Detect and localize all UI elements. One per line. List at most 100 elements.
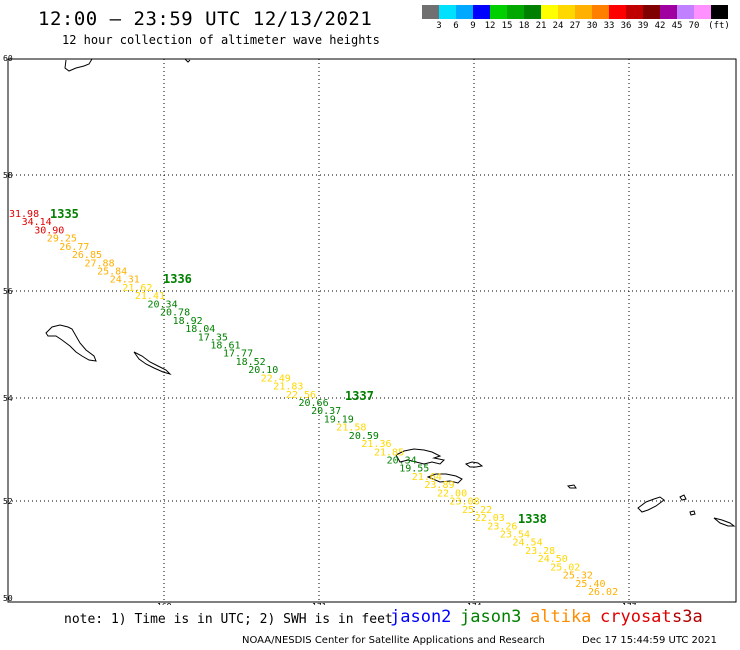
color-scale-label: 39 xyxy=(637,21,649,31)
lat-label: 60 xyxy=(3,54,13,63)
island-agattu xyxy=(426,473,463,484)
wave-height-label: 24.50 xyxy=(538,554,568,565)
wave-height-label: 22.03 xyxy=(475,513,505,524)
coastlines xyxy=(45,58,736,527)
generation-timestamp: Dec 17 15:44:59 UTC 2021 xyxy=(582,635,717,646)
wave-height-label: 17.77 xyxy=(223,349,253,360)
island-small-5 xyxy=(713,517,736,527)
color-swatch xyxy=(558,5,575,19)
wave-height-label: 21.85 xyxy=(374,447,404,458)
credit-line: NOAA/NESDIS Center for Satellite Applica… xyxy=(242,635,545,646)
color-swatch xyxy=(524,5,541,19)
island-small-3 xyxy=(679,494,687,501)
island-kiska xyxy=(637,496,665,513)
wave-height-label: 26.77 xyxy=(59,242,89,253)
lon-label: 165 xyxy=(2,604,17,605)
lat-label: 58 xyxy=(3,171,13,180)
wave-height-label: 20.66 xyxy=(299,398,329,409)
color-swatch xyxy=(626,5,643,19)
wave-height-label: 20.10 xyxy=(248,365,278,376)
wave-height-label: 25.40 xyxy=(575,579,605,590)
color-scale-label: 33 xyxy=(603,21,615,31)
lon-labels: 165 168 171 174 177 xyxy=(2,602,637,605)
wave-height-label: 18.52 xyxy=(236,357,266,368)
island-attu xyxy=(395,448,446,465)
lon-label: 168 xyxy=(157,602,172,605)
legend-jason3: jason3 xyxy=(460,607,522,627)
wave-height-label: 23.28 xyxy=(525,546,555,557)
legend-s3a: s3a xyxy=(672,607,703,627)
wave-height-label: 25.32 xyxy=(563,571,593,582)
wave-height-label: 21.36 xyxy=(361,439,391,450)
lat-label: 54 xyxy=(3,394,13,403)
wave-height-label: 29.25 xyxy=(47,234,77,245)
wave-height-label: 24.31 xyxy=(110,275,140,286)
map-title: 12:00 – 23:59 UTC 12/13/2021 xyxy=(38,8,373,30)
color-swatch xyxy=(541,5,558,19)
color-swatch xyxy=(439,5,456,19)
wave-height-label: 18.04 xyxy=(185,324,215,335)
color-scale-label: 45 xyxy=(671,21,683,31)
wave-height-label: 23.08 xyxy=(450,497,480,508)
wave-height-label: 26.85 xyxy=(72,250,102,261)
lat-lon-grid xyxy=(8,59,736,602)
wave-height-label: 22.00 xyxy=(437,488,467,499)
color-scale-label: 18 xyxy=(518,21,530,31)
pass-number-label: 1335 xyxy=(50,207,79,221)
color-swatch xyxy=(490,5,507,19)
wave-height-label: 26.02 xyxy=(588,587,618,598)
lat-labels: 60 58 56 54 52 50 xyxy=(3,54,13,603)
color-swatch xyxy=(456,5,473,19)
wave-height-label: 21.58 xyxy=(336,423,366,434)
color-scale-label: (ft) xyxy=(708,21,730,31)
wave-height-label: 21.41 xyxy=(135,291,165,302)
lat-label: 52 xyxy=(3,497,13,506)
lon-label: 171 xyxy=(312,602,327,605)
wave-height-label: 25.02 xyxy=(550,562,580,573)
wave-height-label: 23.89 xyxy=(424,480,454,491)
legend-altika: altika xyxy=(530,607,592,627)
wave-height-label: 18.92 xyxy=(173,316,203,327)
color-swatch xyxy=(694,5,711,19)
wave-height-label: 31.98 xyxy=(9,209,39,220)
color-scale-label: 15 xyxy=(501,21,513,31)
color-swatch xyxy=(677,5,694,19)
wave-height-label: 24.54 xyxy=(513,538,543,549)
pass-number-label: 1338 xyxy=(518,512,547,526)
wave-height-label: 23.26 xyxy=(487,521,517,532)
wave-height-label: 18.61 xyxy=(210,341,240,352)
color-scale-label: 9 xyxy=(470,21,476,31)
wave-height-label: 23.54 xyxy=(500,530,530,541)
color-swatch xyxy=(643,5,660,19)
wave-height-label: 34.14 xyxy=(22,217,52,228)
wave-height-label: 22.49 xyxy=(261,373,291,384)
wave-height-label: 20.59 xyxy=(349,431,379,442)
color-swatch xyxy=(507,5,524,19)
color-scale-label: 12 xyxy=(484,21,496,31)
color-scale-labels: 3 6 9 12 15 18 21 24 27 30 33 36 39 42 45 70 (ft) xyxy=(422,21,740,35)
color-scale-label: 42 xyxy=(654,21,666,31)
island-medny xyxy=(133,351,172,376)
map-subtitle: 12 hour collection of altimeter wave hei… xyxy=(62,33,380,47)
lat-label: 50 xyxy=(3,594,13,603)
color-scale-label: 30 xyxy=(586,21,598,31)
pass-labels: 1335 1336 1337 1338 xyxy=(50,207,547,526)
color-scale-label: 21 xyxy=(535,21,547,31)
wave-height-label: 17.35 xyxy=(198,332,228,343)
wave-height-label: 22.56 xyxy=(286,390,316,401)
color-swatch xyxy=(592,5,609,19)
coastline-north xyxy=(64,58,93,72)
wave-height-label: 20.37 xyxy=(311,406,341,417)
pass-number-label: 1337 xyxy=(345,389,374,403)
wave-height-label: 25.84 xyxy=(97,267,127,278)
wave-height-label: 19.19 xyxy=(324,414,354,425)
color-swatch xyxy=(660,5,677,19)
wave-height-label: 19.55 xyxy=(399,464,429,475)
color-scale-label: 24 xyxy=(552,21,564,31)
wave-height-map: 60 58 56 54 52 50 165 168 171 174 177 31… xyxy=(2,54,737,605)
wave-height-label: 21.64 xyxy=(412,472,442,483)
color-scale-label: 6 xyxy=(453,21,459,31)
pass-number-label: 1336 xyxy=(163,272,192,286)
altimeter-track: 31.9834.1430.9029.2526.7726.8527.8825.84… xyxy=(9,209,618,598)
island-bering xyxy=(45,324,97,362)
